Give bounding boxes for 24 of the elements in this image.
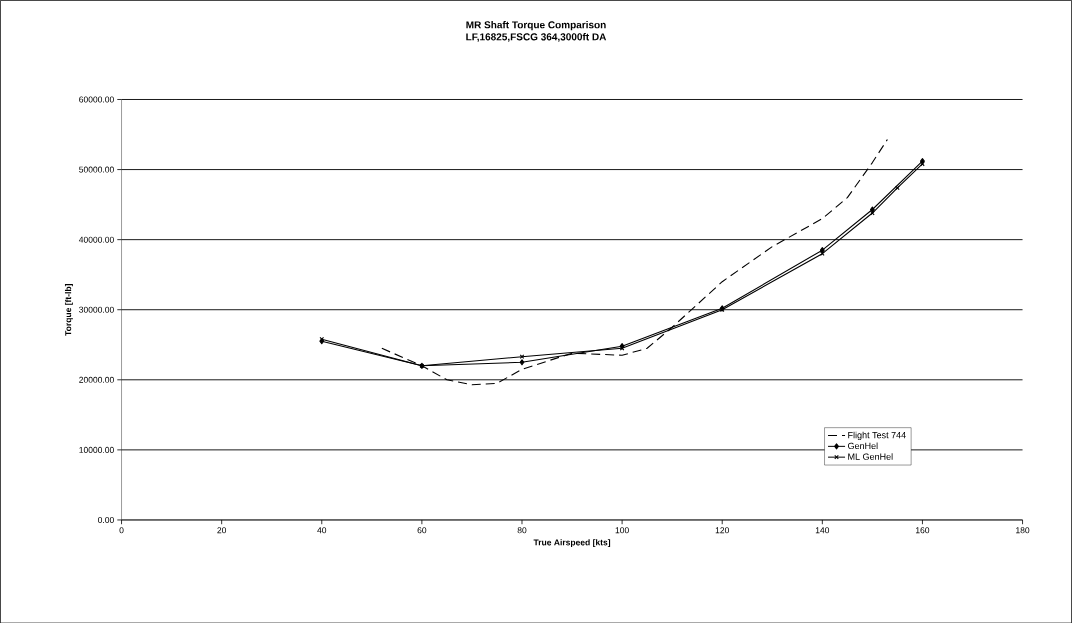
legend-label: Flight Test 744 [848, 431, 906, 440]
y-tick-label: 20000.00 [79, 376, 114, 383]
x-tick-label: 160 [915, 527, 930, 534]
chart-title: MR Shaft Torque Comparison [466, 20, 606, 31]
chart-subtitle: LF,16825,FSCG 364,3000ft DA [466, 32, 607, 42]
x-tick-label: 60 [417, 527, 427, 534]
legend-label: ML GenHel [848, 453, 893, 460]
y-tick-label: 40000.00 [78, 236, 114, 243]
x-tick-label: 100 [615, 527, 629, 534]
y-tick-label: 60000.00 [79, 96, 114, 103]
x-axis-title: True Airspeed [kts] [533, 538, 611, 547]
x-tick-label: 120 [715, 527, 729, 534]
y-tick-label: 10000.00 [79, 446, 114, 453]
y-tick-label: 30000.00 [79, 306, 114, 313]
x-tick-label: 80 [517, 527, 527, 534]
y-tick-label: 50000.00 [79, 166, 114, 173]
x-tick-label: 20 [217, 527, 227, 534]
x-tick-label: 180 [1016, 527, 1030, 534]
legend-label: GenHel [848, 442, 878, 449]
x-tick-label: 140 [815, 527, 830, 534]
y-axis-title: Torque [ft-lb] [64, 283, 73, 336]
y-tick-label: 0.00 [98, 516, 114, 523]
x-tick-label: 0 [119, 527, 124, 534]
x-tick-label: 40 [317, 527, 327, 534]
